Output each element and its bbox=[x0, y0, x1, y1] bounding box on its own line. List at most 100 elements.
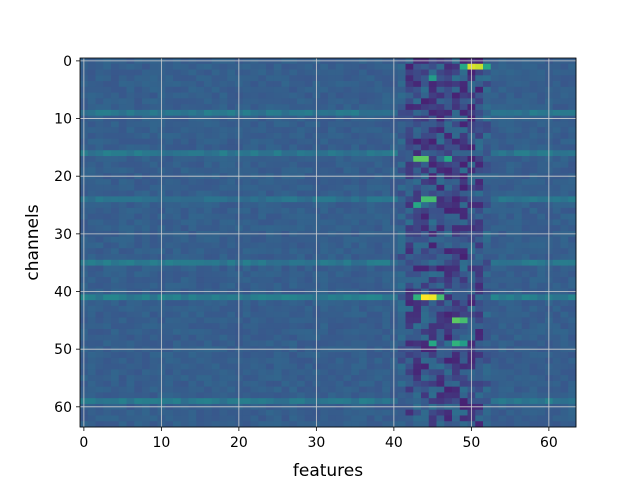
heatmap-cell bbox=[126, 161, 135, 168]
heatmap-cell bbox=[165, 340, 174, 347]
heatmap-cell bbox=[568, 127, 577, 134]
heatmap-cell bbox=[413, 334, 422, 341]
heatmap-cell bbox=[335, 138, 344, 145]
heatmap-cell bbox=[506, 75, 515, 82]
heatmap-cell bbox=[428, 334, 437, 341]
heatmap-cell bbox=[436, 421, 445, 428]
heatmap-cell bbox=[281, 248, 290, 255]
heatmap-cell bbox=[335, 98, 344, 105]
heatmap-cell bbox=[134, 156, 143, 163]
heatmap-cell bbox=[126, 236, 135, 243]
heatmap-cell bbox=[165, 138, 174, 145]
heatmap-cell bbox=[297, 213, 306, 220]
heatmap-cell bbox=[173, 184, 182, 192]
heatmap-cell bbox=[374, 202, 383, 209]
heatmap-cell bbox=[142, 121, 151, 128]
heatmap-cell bbox=[444, 69, 453, 76]
heatmap-cell bbox=[126, 311, 135, 318]
heatmap-cell bbox=[196, 144, 205, 151]
heatmap-cell bbox=[188, 98, 197, 105]
heatmap-cell bbox=[452, 271, 461, 278]
heatmap-cell bbox=[258, 75, 267, 82]
heatmap-cell bbox=[126, 121, 135, 128]
heatmap-cell bbox=[304, 363, 313, 370]
heatmap-cell bbox=[95, 196, 104, 203]
heatmap-cell bbox=[405, 213, 414, 220]
heatmap-cell bbox=[405, 156, 414, 163]
heatmap-cell bbox=[304, 75, 313, 82]
heatmap-cell bbox=[320, 144, 329, 151]
heatmap-cell bbox=[351, 236, 360, 243]
heatmap-cell bbox=[343, 409, 352, 416]
heatmap-cell bbox=[506, 109, 515, 117]
heatmap-cell bbox=[196, 277, 205, 284]
heatmap-cell bbox=[118, 352, 127, 359]
heatmap-cell bbox=[405, 369, 414, 376]
heatmap-cell bbox=[490, 86, 499, 93]
heatmap-cell bbox=[289, 334, 298, 341]
heatmap-cell bbox=[483, 196, 492, 203]
heatmap-cell bbox=[173, 156, 182, 163]
heatmap-cell bbox=[126, 63, 135, 70]
heatmap-cell bbox=[281, 311, 290, 318]
heatmap-cell bbox=[281, 357, 290, 364]
heatmap-cell bbox=[413, 409, 422, 416]
heatmap-cell bbox=[552, 121, 561, 128]
heatmap-cell bbox=[483, 144, 492, 151]
heatmap-cell bbox=[506, 236, 515, 243]
heatmap-cell bbox=[335, 363, 344, 370]
heatmap-cell bbox=[118, 104, 127, 111]
heatmap-cell bbox=[490, 109, 499, 117]
heatmap-cell bbox=[444, 265, 453, 272]
heatmap-cell bbox=[250, 421, 259, 428]
heatmap-cell bbox=[250, 202, 259, 209]
heatmap-cell bbox=[514, 109, 523, 117]
heatmap-cell bbox=[180, 242, 189, 249]
heatmap-cell bbox=[242, 317, 251, 324]
heatmap-cell bbox=[219, 242, 228, 249]
heatmap-cell bbox=[483, 305, 492, 313]
heatmap-cell bbox=[242, 202, 251, 209]
heatmap-cell bbox=[242, 121, 251, 128]
heatmap-cell bbox=[250, 75, 259, 82]
heatmap-cell bbox=[529, 357, 538, 364]
heatmap-cell bbox=[444, 184, 453, 192]
heatmap-cell bbox=[250, 352, 259, 359]
heatmap-cell bbox=[118, 392, 127, 399]
heatmap-cell bbox=[514, 271, 523, 278]
heatmap-cell bbox=[211, 398, 220, 405]
heatmap-cell bbox=[149, 184, 158, 192]
heatmap-cell bbox=[196, 254, 205, 261]
heatmap-cell bbox=[111, 138, 120, 145]
heatmap-cell bbox=[165, 386, 174, 393]
heatmap-cell bbox=[568, 213, 577, 220]
heatmap-cell bbox=[103, 196, 112, 203]
heatmap-cell bbox=[289, 202, 298, 209]
heatmap-cell bbox=[421, 380, 430, 388]
heatmap-cell bbox=[304, 167, 313, 174]
heatmap-cell bbox=[506, 357, 515, 364]
heatmap-cell bbox=[568, 156, 577, 163]
heatmap-cell bbox=[483, 207, 492, 215]
heatmap-cell bbox=[250, 81, 259, 88]
heatmap-cell bbox=[490, 92, 499, 99]
heatmap-cell bbox=[250, 69, 259, 76]
heatmap-cell bbox=[405, 392, 414, 399]
heatmap-cell bbox=[227, 144, 236, 151]
heatmap-cell bbox=[506, 392, 515, 399]
heatmap-cell bbox=[514, 92, 523, 99]
heatmap-cell bbox=[444, 207, 453, 215]
heatmap-cell bbox=[142, 104, 151, 111]
heatmap-cell bbox=[498, 184, 507, 192]
heatmap-cell bbox=[552, 219, 561, 226]
heatmap-cell bbox=[173, 202, 182, 209]
heatmap-cell bbox=[149, 138, 158, 145]
heatmap-cell bbox=[304, 69, 313, 76]
heatmap-cell bbox=[328, 248, 337, 255]
heatmap-cell bbox=[297, 409, 306, 416]
heatmap-cell bbox=[382, 225, 391, 232]
heatmap-cell bbox=[397, 138, 406, 145]
heatmap-cell bbox=[304, 98, 313, 105]
heatmap-cell bbox=[118, 311, 127, 318]
heatmap-cell bbox=[529, 167, 538, 174]
